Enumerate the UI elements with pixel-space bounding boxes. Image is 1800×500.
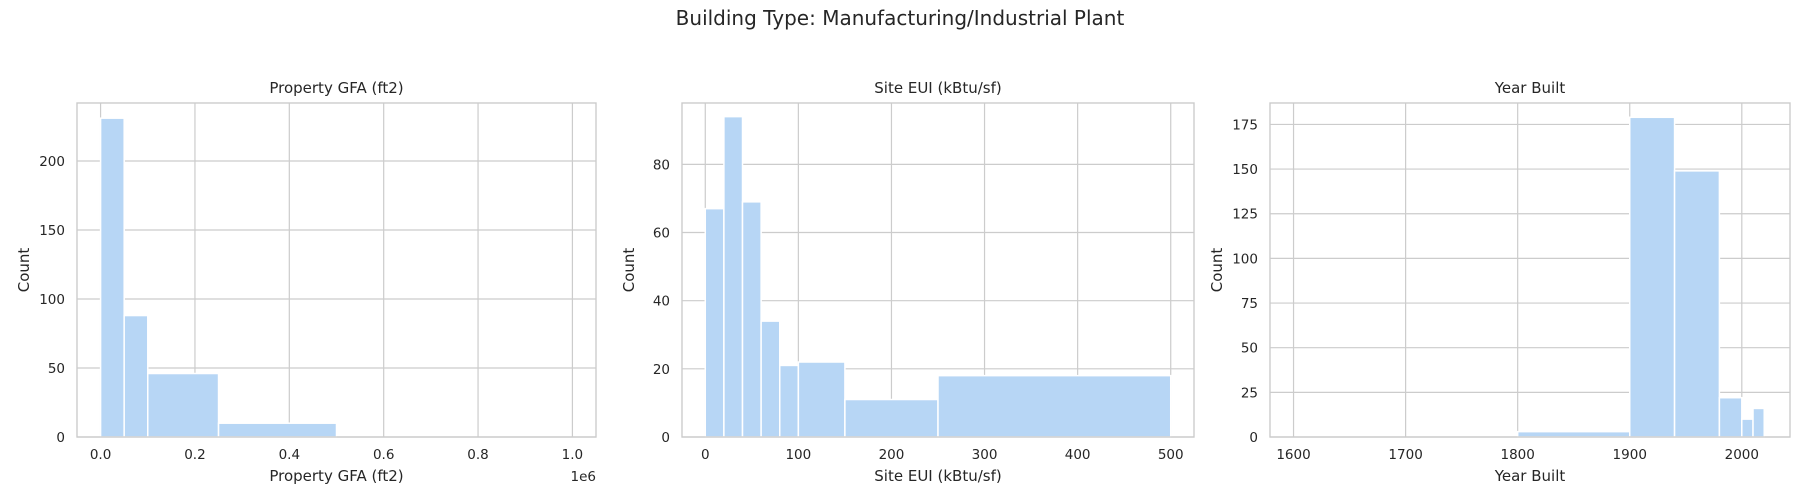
chart2-bar-7: [937, 374, 1172, 438]
chart3-bar-6: [1752, 407, 1765, 438]
chart2-bar-5: [797, 361, 846, 438]
chart3-ytick-label-2: 50: [1241, 341, 1258, 357]
chart3-ytick-label-6: 150: [1232, 162, 1258, 178]
chart3-bar-3: [1673, 170, 1721, 438]
chart2-bar-0: [704, 207, 725, 438]
chart3-xtick-label-1: 1700: [1388, 447, 1422, 463]
chart2-bar-3: [760, 320, 781, 438]
chart3-ytick-label-3: 75: [1241, 296, 1258, 312]
chart1-ytick-label-3: 150: [39, 223, 65, 239]
chart3-xtick-label-4: 2000: [1725, 447, 1759, 463]
chart3-xtick-label-2: 1800: [1500, 447, 1534, 463]
chart1-frame: [76, 102, 597, 438]
chart1-ytick-label-2: 100: [39, 292, 65, 308]
chart1-x-offset-text: 1e6: [571, 469, 596, 485]
chart1-xlabel: Property GFA (ft2): [269, 467, 403, 485]
chart1-ytick-label-1: 50: [48, 361, 65, 377]
chart3-xtick-label-0: 1600: [1276, 447, 1310, 463]
chart1-xtick-label-4: 0.8: [467, 447, 488, 463]
chart3-ytick-label-4: 100: [1232, 251, 1258, 267]
chart2-bar-2: [741, 201, 762, 438]
chart3-xlabel: Year Built: [1494, 467, 1566, 485]
chart3-ytick-label-1: 25: [1241, 385, 1258, 401]
chart2-ytick-label-1: 20: [653, 362, 670, 378]
chart2-xtick-label-2: 200: [879, 447, 905, 463]
chart3-ylabel: Count: [1208, 248, 1226, 293]
chart1-ytick-label-4: 200: [39, 154, 65, 170]
chart3-frame: [1269, 102, 1791, 438]
chart1-xtick-label-1: 0.2: [184, 447, 205, 463]
chart1-bar-0: [99, 117, 125, 438]
figure-title: Building Type: Manufacturing/Industrial …: [675, 6, 1125, 30]
chart3-bar-2: [1628, 116, 1676, 438]
chart3-bar-1: [1516, 430, 1631, 438]
chart2-xtick-label-4: 400: [1065, 447, 1091, 463]
chart1-title: Property GFA (ft2): [269, 79, 403, 97]
chart3-ytick-label-5: 125: [1232, 207, 1258, 223]
chart2-xtick-label-0: 0: [701, 447, 710, 463]
chart1-xtick-label-5: 1.0: [562, 447, 583, 463]
chart2-title: Site EUI (kBtu/sf): [874, 79, 1001, 97]
chart2-ytick-label-2: 40: [653, 294, 670, 310]
chart1-ylabel: Count: [15, 248, 33, 293]
chart1-bar-2: [147, 372, 220, 438]
chart1-xtick-label-0: 0.0: [90, 447, 111, 463]
chart2-ytick-label-4: 80: [653, 157, 670, 173]
chart3-bar-5: [1741, 418, 1754, 438]
chart2-ylabel: Count: [620, 248, 638, 293]
chart2-bar-4: [778, 364, 800, 438]
chart3-title: Year Built: [1494, 79, 1566, 97]
chart3-ytick-label-0: 0: [1249, 430, 1258, 446]
chart2-ytick-label-0: 0: [661, 430, 670, 446]
chart3-bar-4: [1718, 396, 1743, 438]
chart3-xtick-label-3: 1900: [1613, 447, 1647, 463]
chart1-bar-3: [217, 422, 338, 438]
chart1-xtick-label-3: 0.6: [373, 447, 394, 463]
chart2-xtick-label-5: 500: [1158, 447, 1184, 463]
chart1-bar-1: [123, 314, 149, 438]
chart1-ytick-label-0: 0: [56, 430, 65, 446]
chart2-bar-1: [723, 115, 744, 438]
chart2-xtick-label-3: 300: [972, 447, 998, 463]
chart2-bar-6: [844, 398, 939, 438]
chart1-xtick-label-2: 0.4: [279, 447, 300, 463]
chart2-frame: [681, 102, 1195, 438]
chart2-xtick-label-1: 100: [785, 447, 811, 463]
chart3-ytick-label-7: 175: [1232, 117, 1258, 133]
chart2-ytick-label-3: 60: [653, 226, 670, 242]
chart2-xlabel: Site EUI (kBtu/sf): [874, 467, 1001, 485]
